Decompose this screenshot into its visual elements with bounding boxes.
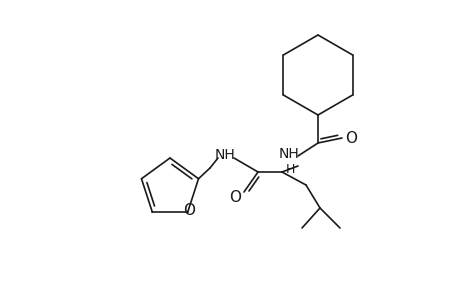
- Text: O: O: [344, 130, 356, 146]
- Text: NH: NH: [278, 147, 299, 161]
- Text: O: O: [229, 190, 241, 206]
- Text: NH: NH: [214, 148, 235, 162]
- Text: O: O: [182, 203, 194, 218]
- Text: H: H: [285, 163, 294, 176]
